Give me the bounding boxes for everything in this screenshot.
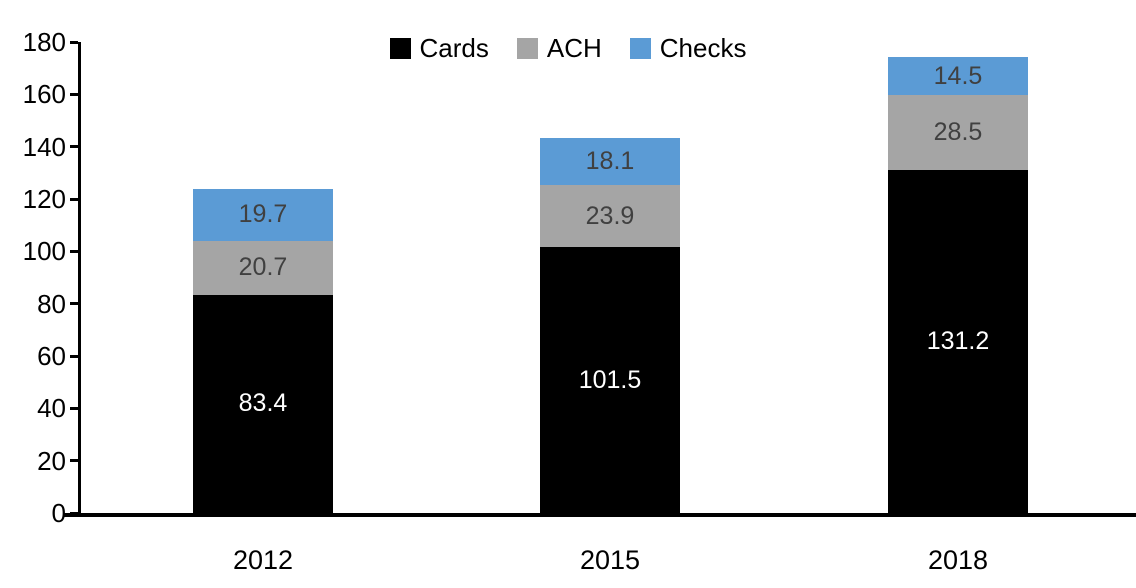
- y-axis-tick: [70, 459, 78, 463]
- y-axis-tick-label: 120: [22, 184, 66, 214]
- x-axis-category-label: 2012: [232, 545, 294, 575]
- bar-segment-cards-2015: 101.5: [540, 247, 680, 513]
- y-axis-line: [78, 42, 81, 517]
- y-axis-tick: [70, 92, 78, 96]
- legend-item-label: ACH: [546, 33, 602, 63]
- bar-segment-label: 101.5: [578, 365, 642, 394]
- y-axis-tick-label: 160: [22, 79, 66, 110]
- y-axis-tick: [70, 249, 78, 253]
- y-axis-tick: [70, 40, 78, 44]
- bar-segment-label: 131.2: [926, 326, 990, 355]
- bar-segment-checks-2015: 18.1: [540, 137, 680, 185]
- bar-segment-checks-2012: 19.7: [193, 189, 333, 241]
- y-axis-tick: [70, 354, 78, 358]
- bar-segment-label: 83.4: [238, 389, 288, 418]
- y-axis-tick: [70, 197, 78, 201]
- legend-swatch-ach-icon: [516, 38, 538, 59]
- bar-segment-ach-2018: 28.5: [888, 95, 1028, 170]
- y-axis-tick-label: 180: [22, 27, 66, 57]
- y-axis-tick-label: 140: [22, 131, 66, 162]
- bar-segment-label: 18.1: [585, 146, 635, 175]
- x-axis-category-label: 2015: [579, 545, 641, 575]
- bar-segment-cards-2012: 83.4: [193, 294, 333, 513]
- y-axis-tick-label: 40: [37, 393, 66, 424]
- y-axis-tick-label: 60: [37, 341, 66, 371]
- legend-item-label: Checks: [659, 33, 747, 63]
- bar-segment-label: 23.9: [585, 201, 635, 230]
- bar-segment-label: 14.5: [933, 61, 983, 90]
- y-axis-tick: [70, 145, 78, 149]
- y-axis-tick-label: 0: [51, 498, 66, 528]
- legend: Cards ACH Checks: [0, 33, 1136, 64]
- legend-item-ach: ACH: [516, 33, 602, 64]
- bar-segment-ach-2015: 23.9: [540, 184, 680, 248]
- y-axis-tick-label: 100: [22, 236, 66, 267]
- x-axis-line: [64, 513, 1136, 517]
- bar-segment-label: 19.7: [238, 200, 288, 229]
- bar-segment-cards-2018: 131.2: [888, 169, 1028, 513]
- x-axis-category-label: 2018: [927, 545, 989, 575]
- bar-segment-ach-2012: 20.7: [193, 240, 333, 295]
- bar-segment-checks-2018: 14.5: [888, 57, 1028, 96]
- bar-segment-label: 20.7: [238, 253, 288, 282]
- y-axis-tick: [70, 302, 78, 306]
- legend-swatch-cards-icon: [389, 38, 411, 59]
- y-axis-tick-label: 80: [37, 288, 66, 319]
- legend-item-cards: Cards: [389, 33, 489, 64]
- legend-item-label: Cards: [419, 33, 489, 63]
- legend-swatch-checks-icon: [629, 38, 651, 59]
- y-axis-tick-label: 20: [37, 445, 66, 476]
- bar-segment-label: 28.5: [933, 117, 983, 146]
- y-axis-tick: [70, 406, 78, 410]
- legend-item-checks: Checks: [629, 33, 747, 64]
